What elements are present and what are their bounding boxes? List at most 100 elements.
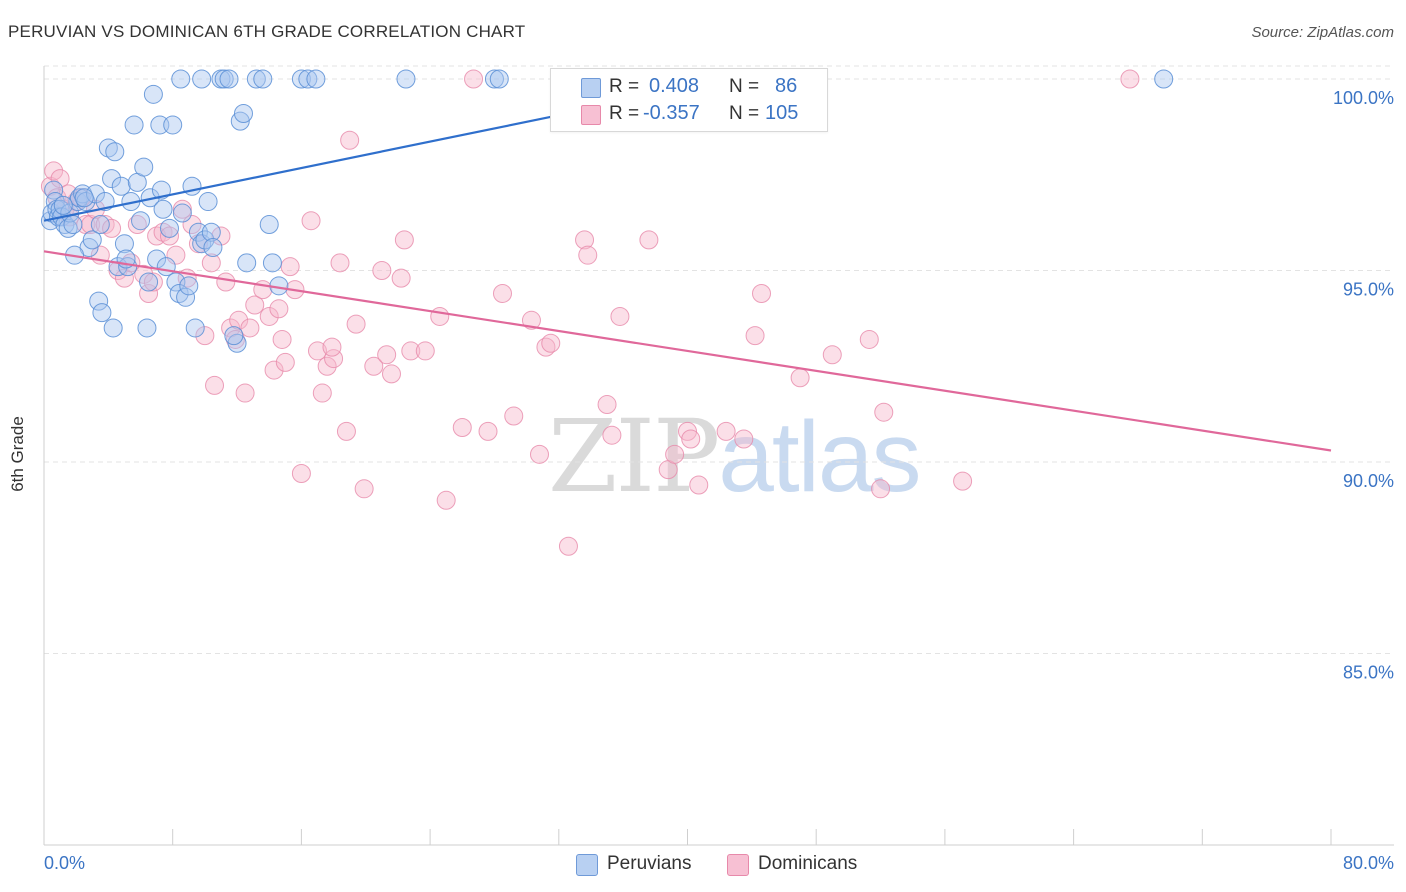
peruvian-point — [253, 69, 273, 89]
peruvian-point — [95, 192, 115, 212]
peruvian-point — [262, 253, 282, 273]
peruvian-point — [105, 142, 125, 162]
dominican-point — [381, 364, 401, 384]
peruvian-point — [156, 257, 176, 277]
legend-n-label: N = — [729, 76, 760, 97]
dominican-point — [240, 318, 260, 338]
dominican-point — [822, 345, 842, 365]
source-label: Source: ZipAtlas.com — [1251, 24, 1394, 41]
dominican-point — [504, 406, 524, 426]
peruvian-point — [259, 215, 279, 235]
peruvian-point — [137, 318, 157, 338]
dominican-point — [50, 169, 70, 189]
peruvian-point — [53, 195, 73, 215]
dominican-point — [291, 463, 311, 483]
y-tick-label: 95.0% — [1343, 280, 1394, 300]
peruvian-point — [159, 218, 179, 238]
dominican-point — [541, 333, 561, 353]
dominican-point — [578, 245, 598, 265]
dominican-point — [436, 490, 456, 510]
series-legend: Peruvians Dominicans — [0, 852, 1406, 878]
legend-r-value: -0.357 — [643, 102, 700, 124]
legend-r-value: 0.408 — [649, 75, 700, 97]
dominican-point — [235, 383, 255, 403]
legend-row-peruvians: R = 0.408 N = 86 — [551, 74, 827, 100]
dominican-point — [322, 337, 342, 357]
peruvian-point — [227, 333, 247, 353]
dominican-point — [377, 345, 397, 365]
peruvian-point — [246, 69, 266, 89]
dominican-point — [639, 230, 659, 250]
dominican-point — [195, 326, 215, 346]
dominican-point — [716, 421, 736, 441]
dominican-point — [689, 475, 709, 495]
tick-labels: 85.0% 90.0% 95.0% 100.0% 0.0% 80.0% — [44, 88, 1394, 873]
peruvian-point — [188, 222, 208, 242]
peruvian-point — [131, 211, 151, 231]
peruvian-point — [179, 276, 199, 296]
peruvian-point — [192, 69, 212, 89]
peruvian-point — [139, 272, 159, 292]
peruvian-point — [92, 303, 112, 323]
peruvian-point — [214, 69, 234, 89]
peruvian-point — [63, 215, 83, 235]
legend-label-peruvians: Peruvians — [607, 853, 692, 874]
peruvian-point — [143, 84, 163, 104]
peruvian-point — [219, 69, 239, 89]
axes — [43, 66, 1394, 846]
peruvian-point — [150, 115, 170, 135]
dominican-point — [159, 226, 179, 246]
x-tick-label: 80.0% — [1343, 853, 1394, 873]
dominican-point — [681, 429, 701, 449]
dominican-point — [521, 310, 541, 330]
watermark-zip: ZIP — [548, 398, 720, 515]
dominican-point — [610, 306, 630, 326]
legend-n-value: 105 — [765, 102, 799, 124]
dominican-point — [874, 402, 894, 422]
peruvian-point — [85, 184, 105, 204]
peruvian-point — [237, 253, 257, 273]
peruvian-point — [134, 157, 154, 177]
legend-label-dominicans: Dominicans — [758, 853, 858, 874]
dominican-point — [602, 425, 622, 445]
dominican-point — [127, 215, 147, 235]
dominican-point — [859, 329, 879, 349]
dominican-point — [401, 341, 421, 361]
dominican-point — [211, 226, 231, 246]
y-tick-label: 90.0% — [1343, 471, 1394, 491]
dominican-point — [492, 283, 512, 303]
peruvian-point — [90, 215, 110, 235]
gridlines — [44, 65, 1394, 654]
peruvian-point — [89, 291, 109, 311]
peruvian-point — [198, 192, 218, 212]
dominican-point — [597, 395, 617, 415]
peruvian-point — [82, 230, 102, 250]
peruvian-point — [185, 318, 205, 338]
dominican-point — [264, 360, 284, 380]
dominican-point — [734, 429, 754, 449]
dominican-point — [280, 257, 300, 277]
dominican-point — [143, 272, 163, 292]
peruvian-point — [111, 176, 131, 196]
dominican-point — [372, 261, 392, 280]
dominican-point — [245, 295, 265, 315]
dominican-point — [307, 341, 327, 361]
dominican-point — [953, 471, 973, 491]
dominican-point — [346, 314, 366, 334]
legend-swatch-dominicans — [727, 854, 749, 876]
dominican-point — [558, 536, 578, 556]
peruvian-point — [230, 111, 250, 131]
dominican-point — [40, 176, 60, 196]
dominican-point — [139, 283, 159, 303]
dominican-point — [1120, 69, 1140, 89]
legend-swatch-peruvians — [581, 78, 601, 98]
dominican-trend-line — [43, 250, 1332, 452]
dominican-point — [478, 421, 498, 441]
legend-r-label: R = — [609, 103, 640, 124]
x-tick-label: 0.0% — [44, 853, 85, 873]
legend-n-label: N = — [729, 103, 760, 124]
dominican-point — [229, 310, 249, 330]
dominican-point — [317, 356, 337, 376]
peruvian-point — [306, 69, 326, 89]
